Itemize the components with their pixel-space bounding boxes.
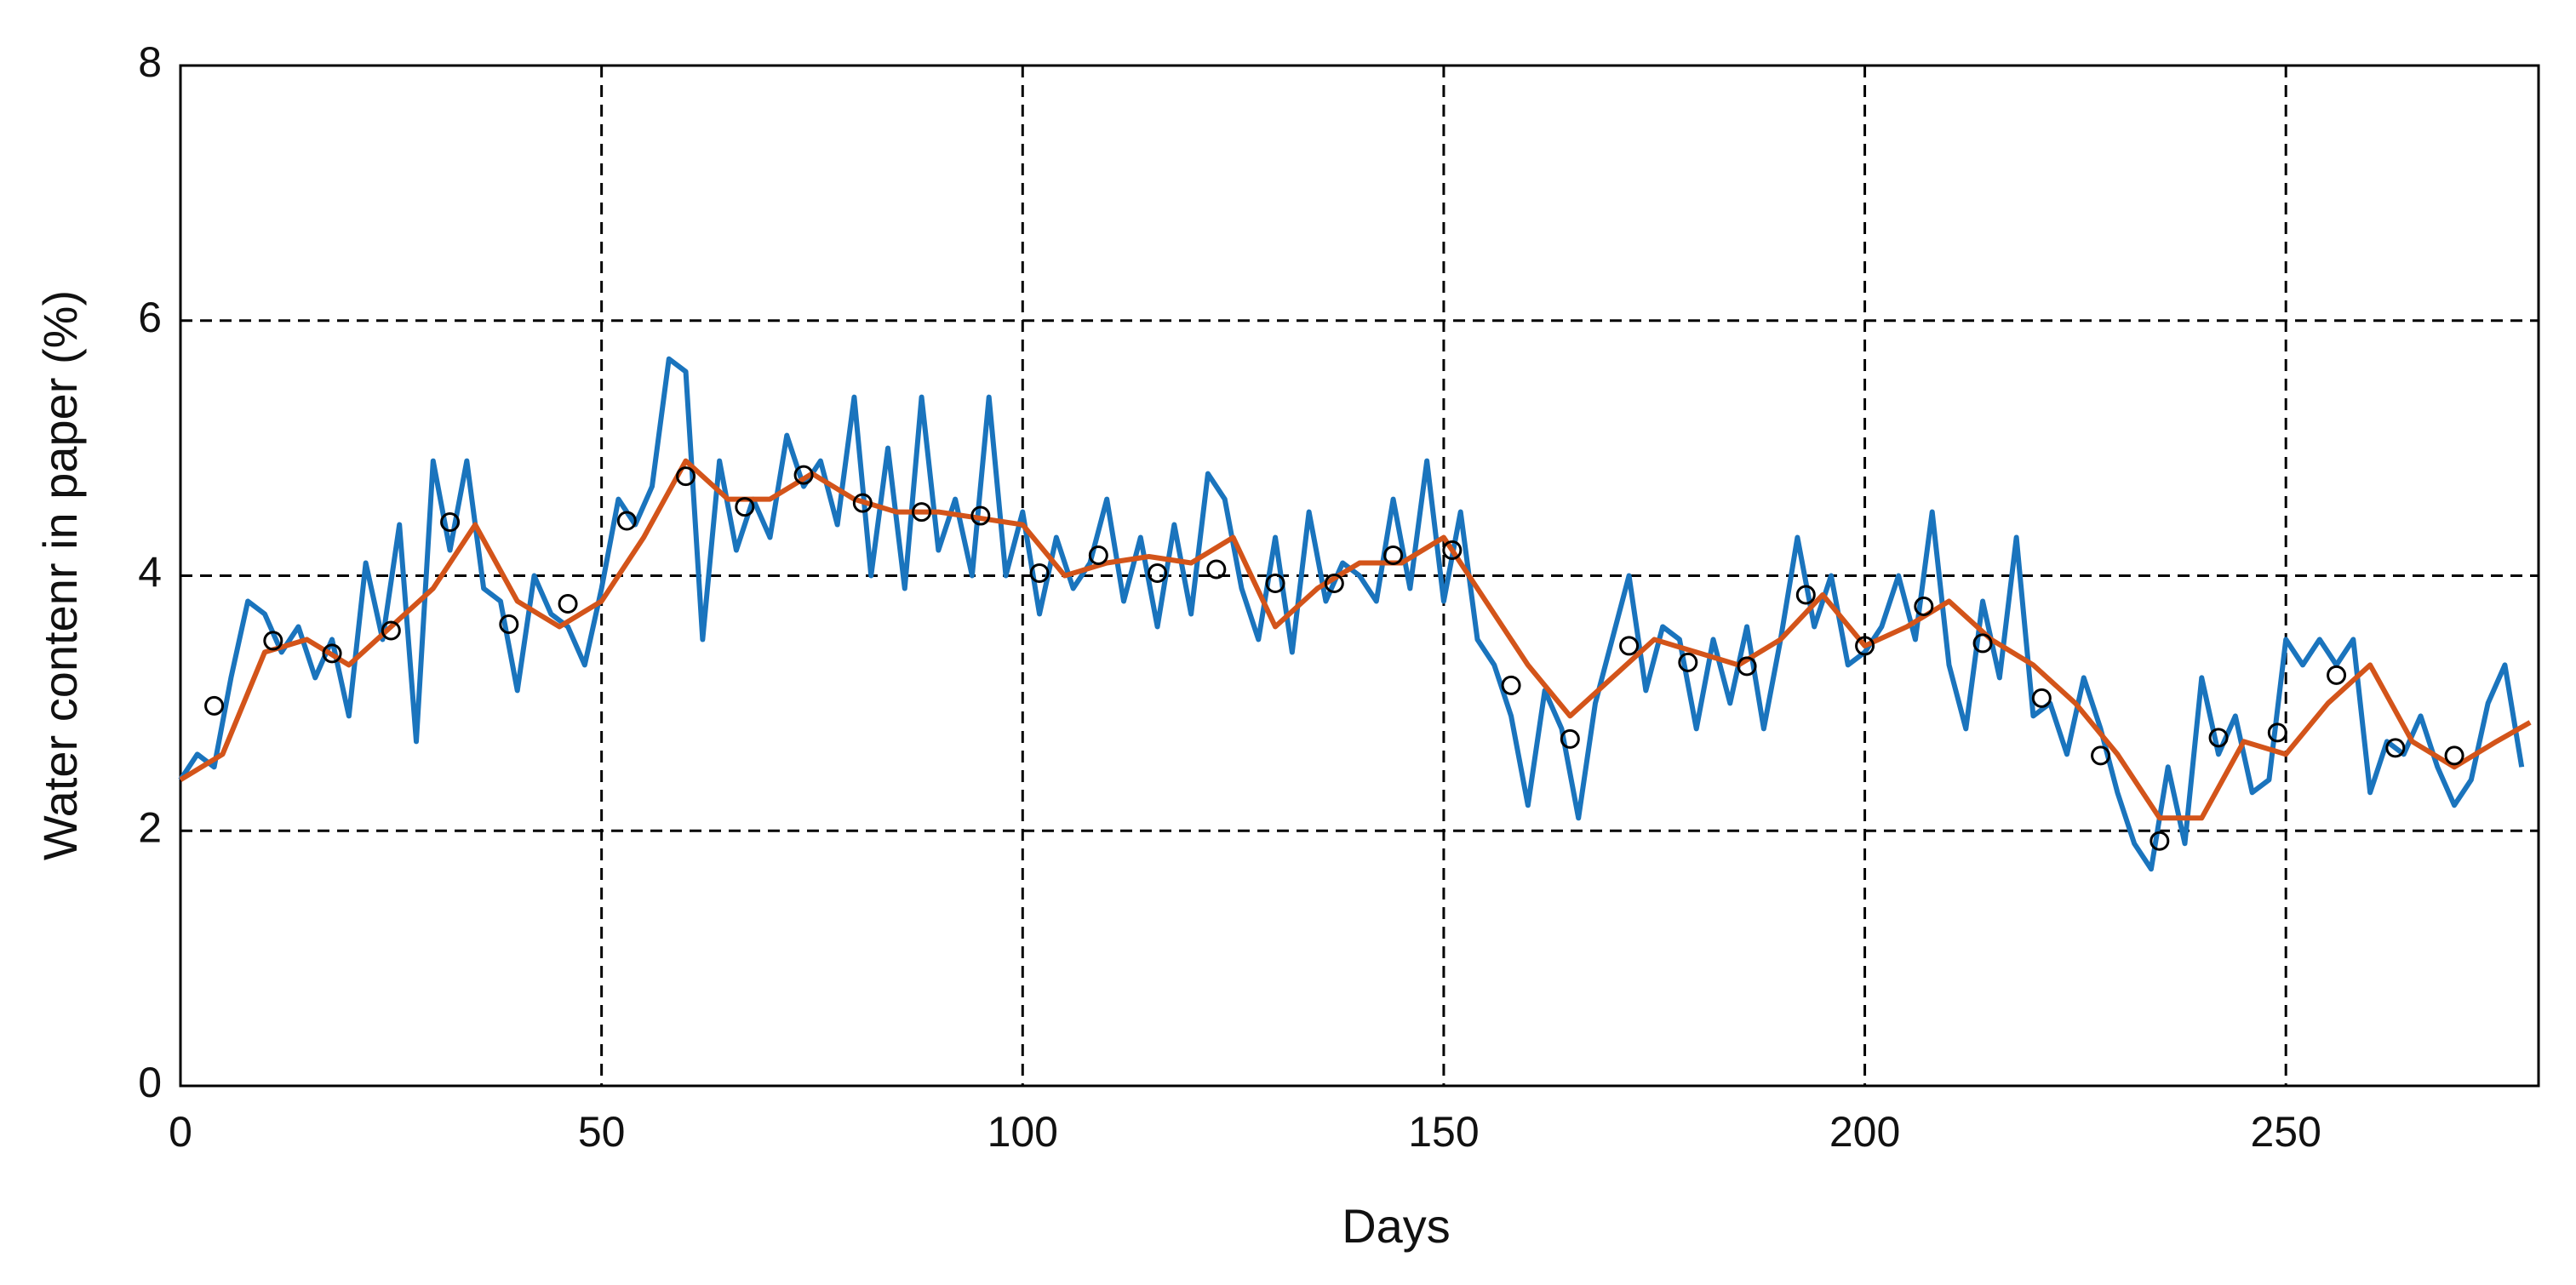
x-tick-label: 200 [1829, 1108, 1900, 1156]
x-tick-label: 100 [987, 1108, 1058, 1156]
data-point [1088, 545, 1108, 566]
data-point [440, 512, 461, 533]
x-axis-label: Days [1342, 1199, 1451, 1253]
y-tick-label: 8 [138, 38, 162, 86]
data-point [852, 493, 873, 513]
data-point [263, 631, 283, 651]
x-tick-label: 250 [2250, 1108, 2321, 1156]
data-point [1619, 636, 1640, 656]
data-point [616, 511, 637, 531]
data-point [381, 620, 401, 641]
data-point [912, 502, 932, 523]
data-point [499, 614, 519, 634]
data-point [322, 643, 342, 664]
y-tick-label: 2 [138, 803, 162, 851]
data-point [2444, 745, 2464, 766]
data-point [1148, 563, 1168, 584]
x-tick-label: 150 [1408, 1108, 1479, 1156]
data-point [676, 466, 696, 487]
data-line [179, 458, 2532, 821]
data-point [1265, 573, 1285, 593]
data-line [178, 356, 2525, 872]
data-point [793, 465, 814, 485]
y-tick-label: 0 [138, 1059, 162, 1106]
data-point [2031, 688, 2052, 708]
data-point [1795, 585, 1816, 605]
x-tick-label: 50 [578, 1108, 626, 1156]
data-point [1560, 728, 1580, 749]
x-tick-label: 0 [169, 1108, 192, 1156]
y-axis-label: Water contenr in paper (%) [33, 290, 87, 860]
data-point [204, 695, 225, 716]
data-point [1501, 675, 1521, 695]
data-point [2267, 722, 2287, 743]
data-point [1206, 559, 1227, 580]
y-tick-label: 4 [138, 549, 162, 597]
data-point [1678, 652, 1698, 672]
data-point [1972, 633, 1993, 654]
data-point [2150, 831, 2170, 851]
data-point [1029, 563, 1050, 584]
data-point [1855, 636, 1875, 656]
data-point [2208, 728, 2229, 748]
data-point [1914, 596, 1934, 616]
data-point [735, 497, 755, 517]
data-point [1324, 573, 1344, 593]
data-point [1383, 545, 1404, 566]
data-point [1737, 656, 1757, 677]
data-point [2091, 745, 2111, 766]
data-point [2385, 738, 2406, 758]
data-point [1442, 540, 1463, 561]
y-tick-label: 6 [138, 294, 162, 341]
data-point [2327, 665, 2347, 685]
data-point [558, 593, 578, 614]
data-point [970, 505, 991, 526]
